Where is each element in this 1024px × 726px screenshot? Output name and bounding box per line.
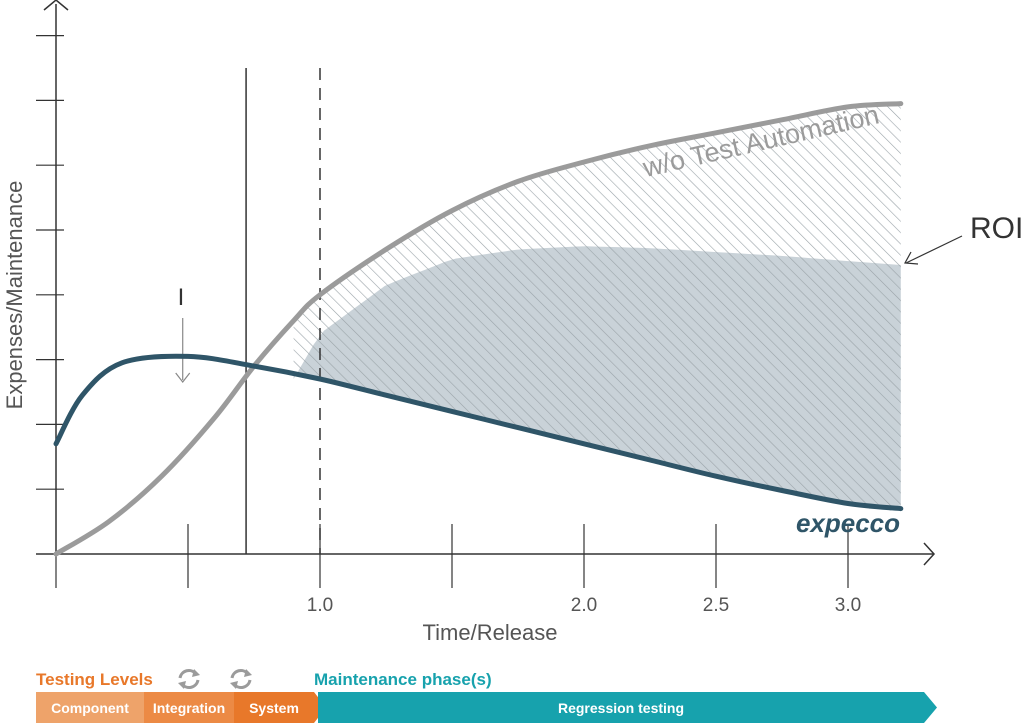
testing-levels-title: Testing Levels (36, 670, 153, 689)
x-tick-label: 3.0 (835, 595, 861, 616)
y-axis-arrow (43, 0, 69, 11)
level-system: System (234, 692, 314, 723)
series-line-without-automation (53, 101, 904, 557)
down-arrow-head (175, 372, 191, 383)
level-integration: Integration (144, 692, 234, 723)
roi-pointer-line (905, 235, 963, 264)
regression-testing-bar: Regression testing (318, 692, 924, 723)
roi-pointer-head (904, 251, 919, 265)
x-axis-title: Time/Release (423, 620, 558, 645)
series-lines (53, 101, 904, 557)
arrow-label: I (178, 284, 185, 311)
maintenance-phase-title: Maintenance phase(s) (314, 670, 492, 689)
y-axis-title: Expenses/Maintenance (2, 181, 27, 410)
chart: 1.0 2.0 2.5 3.0 Time/Release Expenses/Maint… (2, 0, 1023, 645)
x-axis-arrow (923, 542, 936, 566)
phase-markers (175, 68, 963, 554)
cycle-icon (230, 669, 252, 689)
x-tick-label: 2.0 (571, 595, 597, 616)
roi-label: ROI (970, 212, 1023, 245)
testing-phase-legend: Testing Levels Maintenance phase(s) Comp… (0, 664, 1024, 726)
series-line-expecco (53, 353, 904, 512)
level-component: Component (36, 692, 144, 723)
x-tick-label: 1.0 (307, 595, 333, 616)
regression-arrow-tip (924, 692, 937, 723)
series-label-expecco: expecco (796, 508, 900, 538)
axes: 1.0 2.0 2.5 3.0 (36, 0, 936, 616)
x-tick-label: 2.5 (703, 595, 729, 616)
cycle-icon (178, 669, 200, 689)
